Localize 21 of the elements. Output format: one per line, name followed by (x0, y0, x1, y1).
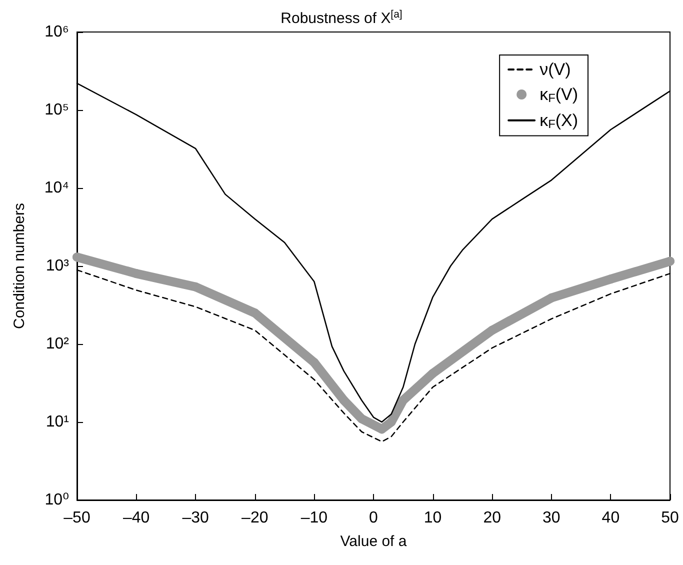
y-tick-label: 10³ (46, 258, 70, 274)
x-tick-label: –10 (300, 510, 328, 526)
y-tick-label: 10⁶ (44, 24, 69, 40)
x-tick-label: –20 (242, 510, 268, 526)
y-tick-label: 10⁴ (44, 180, 70, 196)
y-tick-label: 10⁰ (44, 492, 69, 508)
y-axis-title: Condition numbers (11, 203, 28, 329)
x-tick-label: 50 (661, 510, 679, 526)
x-axis-title: Value of a (340, 533, 408, 550)
x-tick-label: –30 (182, 510, 210, 526)
y-tick-label: 10⁵ (44, 102, 69, 118)
x-tick-label: –50 (64, 510, 90, 526)
x-tick-label: –40 (122, 510, 150, 526)
legend-label: ν(V) (540, 60, 571, 79)
x-tick-label: 40 (602, 510, 620, 526)
x-tick-label: 0 (369, 510, 378, 526)
y-tick-label: 10¹ (46, 414, 69, 430)
y-tick-label: 10² (46, 336, 70, 352)
x-tick-label: 10 (424, 510, 442, 526)
x-tick-label: 20 (483, 510, 502, 526)
x-tick-label: 30 (542, 510, 560, 526)
